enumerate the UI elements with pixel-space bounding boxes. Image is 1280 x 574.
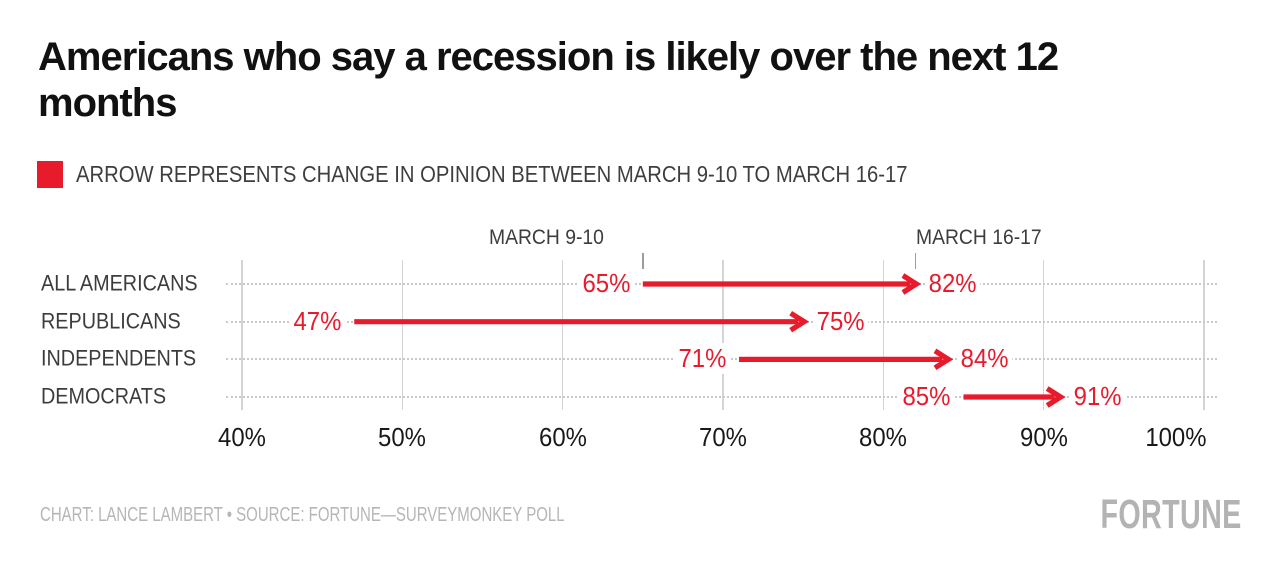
start-value-text: 85%	[899, 380, 955, 412]
column-tick	[642, 253, 644, 269]
gridline	[722, 260, 724, 410]
credit-text: CHART: LANCE LAMBERT • SOURCE: FORTUNE—S…	[40, 504, 565, 526]
category-label: REPUBLICANS	[41, 308, 196, 334]
end-value-label: 84%	[957, 343, 1017, 375]
legend-label: ARROW REPRESENTS CHANGE IN OPINION BETWE…	[76, 160, 908, 187]
category-label: DEMOCRATS	[41, 383, 180, 409]
category-label: ALL AMERICANS	[41, 270, 215, 296]
end-value-label: 75%	[813, 305, 873, 337]
end-value-text: 91%	[1069, 380, 1125, 412]
category-label-text: REPUBLICANS	[41, 308, 181, 334]
credit-line: CHART: LANCE LAMBERT • SOURCE: FORTUNE—S…	[40, 504, 739, 527]
column-header-start-label: MARCH 9-10	[488, 226, 604, 249]
axis-tick-label: 40%	[216, 422, 268, 453]
start-value-label: 71%	[670, 343, 731, 375]
axis-tick-label: 80%	[857, 422, 909, 453]
category-label-text: INDEPENDENTS	[41, 345, 197, 371]
axis-tick-label: 70%	[697, 422, 749, 453]
axis-tick-text: 40%	[218, 422, 266, 452]
arrow-head-icon	[901, 273, 922, 295]
chart-title: Americans who say a recession is likely …	[38, 35, 1059, 125]
start-value-text: 65%	[578, 267, 634, 299]
category-label-text: DEMOCRATS	[41, 383, 167, 409]
gridline	[1203, 260, 1205, 410]
start-value-text: 71%	[674, 343, 731, 375]
gridline	[1042, 260, 1045, 410]
axis-tick-text: 60%	[538, 422, 587, 452]
axis-tick-label: 100%	[1140, 422, 1206, 453]
axis-tick-text: 70%	[699, 422, 747, 452]
end-value-label: 91%	[1069, 380, 1130, 412]
column-header-end-label: MARCH 16-17	[916, 226, 1043, 249]
axis-tick-label: 90%	[1018, 422, 1070, 453]
arrow-head-icon	[933, 348, 954, 371]
arrow-head-icon	[1045, 386, 1066, 408]
end-value-label: 82%	[925, 267, 985, 299]
gridline	[241, 260, 243, 410]
start-value-label: 85%	[894, 380, 955, 412]
gridline	[561, 260, 564, 410]
gridline	[882, 260, 885, 410]
start-value-label: 65%	[574, 267, 634, 299]
gridline	[401, 260, 404, 410]
end-value-text: 84%	[957, 343, 1013, 375]
row-leader-dots	[226, 396, 1217, 398]
start-value-label: 47%	[285, 305, 346, 337]
axis-tick-text: 50%	[378, 422, 427, 452]
legend: ARROW REPRESENTS CHANGE IN OPINION BETWE…	[76, 161, 1021, 188]
axis-tick-text: 80%	[859, 422, 908, 452]
arrow-head-icon	[789, 310, 810, 333]
axis-tick-text: 90%	[1019, 422, 1068, 452]
fortune-logo-text: FORTUNE	[1100, 491, 1242, 537]
axis-tick-text: 100%	[1144, 422, 1206, 452]
legend-color-swatch	[37, 161, 63, 188]
category-label: INDEPENDENTS	[41, 346, 213, 372]
end-value-text: 75%	[813, 305, 869, 337]
fortune-logo: FORTUNE	[1040, 491, 1242, 538]
column-header-start: MARCH 9-10	[479, 226, 604, 250]
column-header-end: MARCH 16-17	[916, 226, 1053, 250]
end-value-text: 82%	[925, 267, 981, 299]
start-value-text: 47%	[289, 305, 346, 337]
column-tick	[914, 253, 917, 269]
category-label-text: ALL AMERICANS	[41, 270, 198, 296]
arrows-layer	[354, 273, 1066, 408]
axis-tick-label: 50%	[376, 422, 428, 453]
axis-tick-label: 60%	[537, 422, 589, 453]
